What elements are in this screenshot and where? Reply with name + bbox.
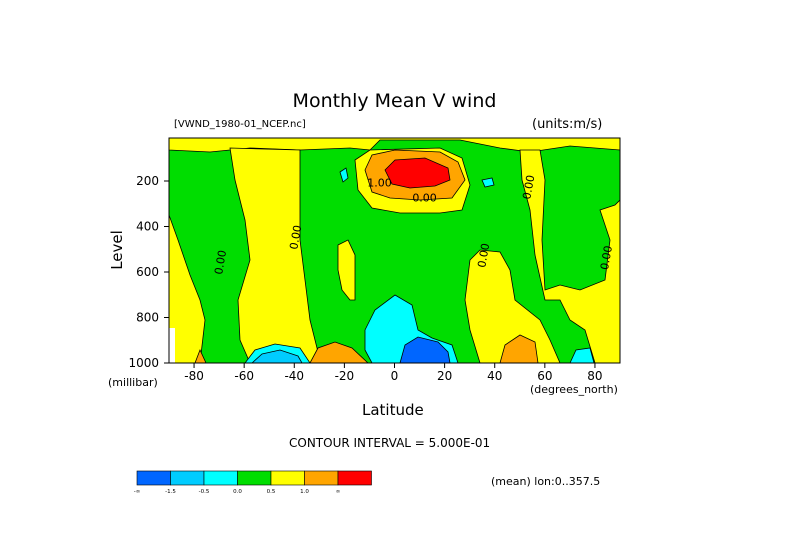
x-tick-label: -80	[184, 369, 204, 383]
region-yellow-south-column	[229, 147, 371, 363]
legend-tick-label: ∞	[336, 489, 341, 495]
region-cyan-upper-north	[481, 177, 495, 188]
x-tick-label: 0	[391, 369, 399, 383]
contour-label: 0.00	[598, 245, 615, 271]
x-axis-label: Latitude	[362, 401, 424, 419]
region-orange-surface-south	[309, 341, 369, 363]
region-cyan-surface-north	[569, 347, 595, 363]
x-unit-label: (degrees_north)	[530, 383, 618, 396]
y-tick-label: 400	[136, 220, 159, 234]
region-orange-surface-small	[194, 348, 207, 363]
region-white-patch	[169, 328, 175, 363]
contour-label: 1.00	[367, 177, 392, 190]
legend-tick-label: 1.0	[300, 489, 309, 495]
legend-swatch	[136, 470, 171, 486]
x-tick-label: 20	[437, 369, 452, 383]
legend-tick-label: -∞	[134, 489, 141, 495]
region-yellow-far-south	[169, 214, 206, 363]
contour-label: 0.00	[212, 249, 229, 275]
legend-swatch	[337, 470, 372, 486]
legend-tick-label: -0.5	[199, 489, 210, 495]
legend-swatch	[203, 470, 238, 486]
footer-note: (mean) lon:0..357.5	[491, 475, 601, 488]
dataset-label: [VWND_1980-01_NCEP.nc]	[174, 119, 306, 130]
contour-label: 0.00	[520, 174, 537, 200]
contour-label: 0.00	[475, 242, 492, 268]
region-lblue-surface-south	[251, 349, 303, 363]
region-orange-surface-north	[499, 334, 539, 363]
region-yellow-north-column	[519, 149, 620, 363]
legend-swatch	[237, 470, 272, 486]
region-cyan-upper-small	[339, 167, 349, 183]
region-yellow-narrow-tongue	[337, 239, 356, 301]
x-tick-label: -60	[234, 369, 254, 383]
region-yellow-mid-lat-north	[464, 249, 561, 363]
region-red-jet-core	[384, 157, 451, 189]
y-unit-label: (millibar)	[108, 376, 158, 389]
chart-title: Monthly Mean V wind	[292, 90, 497, 112]
y-tick-label: 200	[136, 174, 159, 188]
contour-label: 0.00	[287, 224, 304, 250]
x-tick-label: 60	[537, 369, 552, 383]
contour-interval-text: CONTOUR INTERVAL = 5.000E-01	[289, 436, 491, 450]
legend-tick-label: -1.5	[165, 489, 176, 495]
x-tick-label: -20	[335, 369, 355, 383]
y-tick-label: 800	[136, 311, 159, 325]
x-tick-label: 80	[587, 369, 602, 383]
x-tick-label: 40	[487, 369, 502, 383]
legend-swatch	[270, 470, 305, 486]
legend-tick-label: 0.0	[233, 489, 242, 495]
region-blue-surface-equator	[399, 336, 451, 363]
legend-tick-label: 0.5	[267, 489, 276, 495]
y-tick-label: 600	[136, 265, 159, 279]
legend-swatch	[170, 470, 205, 486]
y-tick-label: 1000	[128, 356, 159, 370]
units-label: (units:m/s)	[532, 117, 603, 132]
x-tick-label: -40	[284, 369, 304, 383]
y-axis-label: Level	[108, 230, 126, 270]
contour-label: 0.00	[412, 191, 437, 204]
contour-fill-layer	[169, 138, 620, 363]
legend-swatch	[304, 470, 339, 486]
